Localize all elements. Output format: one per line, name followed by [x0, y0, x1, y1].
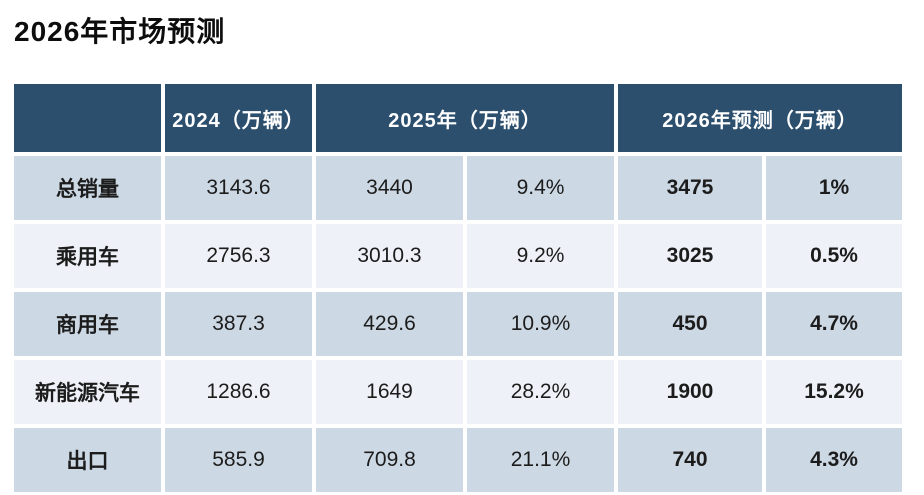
cell-2025-growth: 28.2% [467, 360, 614, 424]
cell-2025-growth: 9.4% [467, 156, 614, 220]
cell-2026-growth: 15.2% [766, 360, 902, 424]
cell-2024: 387.3 [165, 292, 312, 356]
header-blank-cell [14, 84, 161, 152]
header-row: 2024（万辆） 2025年（万辆） 2026年预测（万辆） [14, 84, 902, 152]
row-label: 乘用车 [14, 224, 161, 288]
header-2024: 2024（万辆） [165, 84, 312, 152]
cell-2026-growth: 0.5% [766, 224, 902, 288]
table-row: 新能源汽车 1286.6 1649 28.2% 1900 15.2% [14, 360, 902, 424]
cell-2025-growth: 9.2% [467, 224, 614, 288]
row-label: 总销量 [14, 156, 161, 220]
cell-2025-value: 1649 [316, 360, 463, 424]
cell-2026-value: 3025 [618, 224, 762, 288]
page-title: 2026年市场预测 [14, 16, 226, 47]
forecast-table: 2024（万辆） 2025年（万辆） 2026年预测（万辆） 总销量 3143.… [10, 80, 906, 495]
row-label: 新能源汽车 [14, 360, 161, 424]
cell-2026-value: 740 [618, 428, 762, 492]
row-label: 出口 [14, 428, 161, 492]
table-row: 商用车 387.3 429.6 10.9% 450 4.7% [14, 292, 902, 356]
row-label: 商用车 [14, 292, 161, 356]
table-row: 总销量 3143.6 3440 9.4% 3475 1% [14, 156, 902, 220]
cell-2024: 3143.6 [165, 156, 312, 220]
header-2025: 2025年（万辆） [316, 84, 614, 152]
cell-2026-value: 1900 [618, 360, 762, 424]
cell-2025-growth: 21.1% [467, 428, 614, 492]
cell-2024: 585.9 [165, 428, 312, 492]
table-row: 出口 585.9 709.8 21.1% 740 4.3% [14, 428, 902, 492]
cell-2025-value: 3440 [316, 156, 463, 220]
cell-2025-value: 709.8 [316, 428, 463, 492]
cell-2026-value: 450 [618, 292, 762, 356]
cell-2024: 2756.3 [165, 224, 312, 288]
cell-2025-growth: 10.9% [467, 292, 614, 356]
cell-2026-value: 3475 [618, 156, 762, 220]
header-2026: 2026年预测（万辆） [618, 84, 902, 152]
cell-2024: 1286.6 [165, 360, 312, 424]
cell-2025-value: 429.6 [316, 292, 463, 356]
cell-2025-value: 3010.3 [316, 224, 463, 288]
table-row: 乘用车 2756.3 3010.3 9.2% 3025 0.5% [14, 224, 902, 288]
cell-2026-growth: 4.3% [766, 428, 902, 492]
cell-2026-growth: 1% [766, 156, 902, 220]
cell-2026-growth: 4.7% [766, 292, 902, 356]
